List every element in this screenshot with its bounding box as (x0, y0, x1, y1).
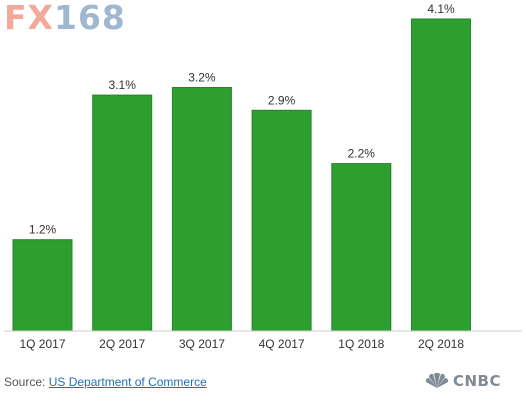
bar-1q-2017 (12, 239, 73, 332)
x-tick-label: 4Q 2017 (259, 337, 305, 351)
x-tick-label: 1Q 2018 (338, 337, 384, 351)
bar-2q-2017 (92, 94, 153, 332)
cnbc-wordmark: CNBC (453, 372, 502, 390)
fx168-watermark-logo: FX168 (4, 0, 126, 36)
watermark-fx: FX (4, 0, 54, 37)
x-tick-label: 1Q 2017 (19, 337, 65, 351)
bar-2q-2018 (411, 18, 471, 332)
x-tick-label: 3Q 2017 (179, 337, 225, 351)
data-label: 1.2% (29, 223, 57, 237)
bar-3q-2017 (171, 87, 232, 332)
cnbc-logo: CNBC (424, 372, 501, 390)
source-link[interactable]: US Department of Commerce (48, 375, 207, 389)
x-tick-label: 2Q 2017 (99, 337, 145, 351)
x-tick-label: 2Q 2018 (418, 337, 464, 351)
bar-4q-2017 (251, 109, 312, 332)
data-label: 3.1% (109, 78, 137, 92)
watermark-168: 168 (54, 0, 126, 37)
source-prefix: Source: (4, 375, 49, 389)
bar-1q-2018 (331, 163, 392, 332)
data-label: 4.1% (427, 2, 455, 16)
data-label: 2.2% (348, 147, 376, 161)
data-label: 2.9% (268, 93, 296, 107)
source-note: Source: US Department of Commerce (4, 375, 207, 389)
peacock-icon (425, 373, 449, 388)
data-label: 3.2% (188, 71, 216, 85)
